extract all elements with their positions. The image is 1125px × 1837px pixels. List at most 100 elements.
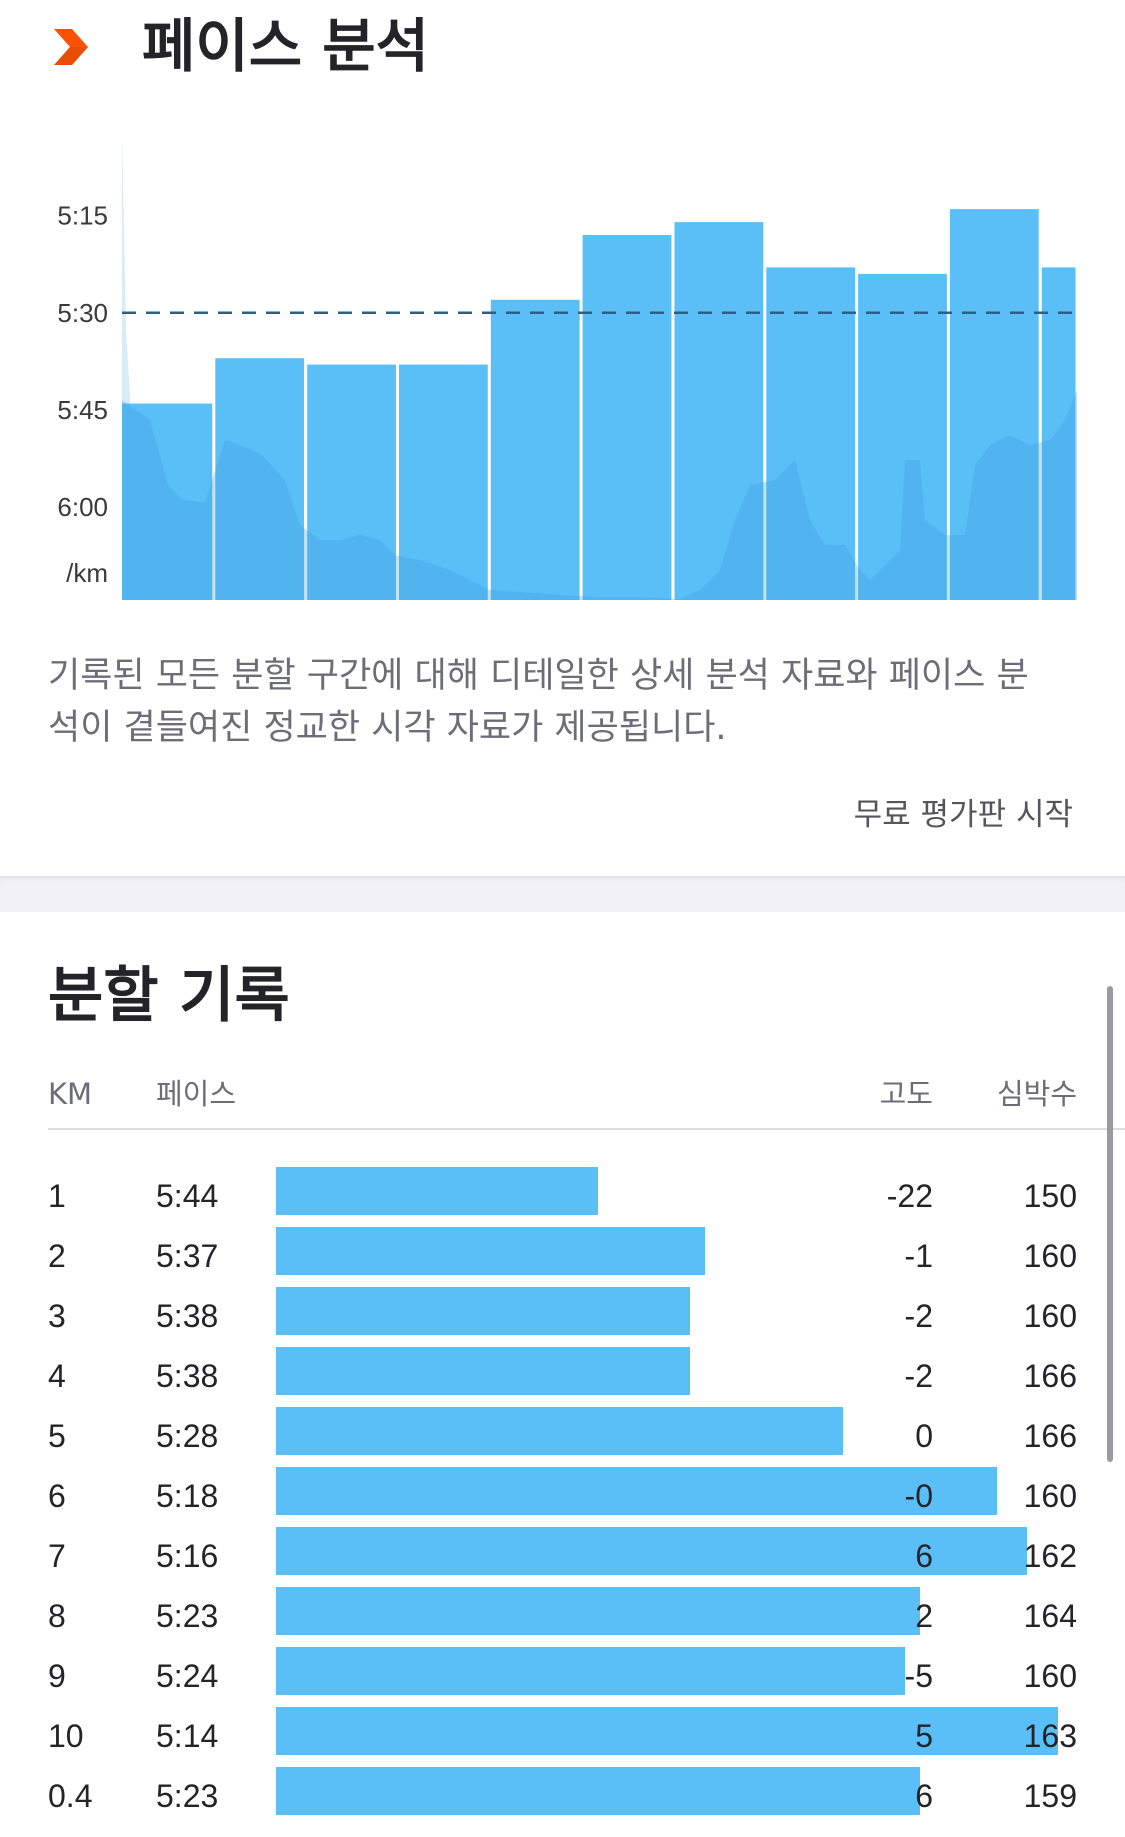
split-km: 9 (48, 1658, 66, 1694)
split-km: 2 (48, 1238, 66, 1274)
split-heart-rate: 160 (1023, 1478, 1077, 1514)
split-pace-bar (276, 1647, 905, 1695)
split-elevation: 6 (915, 1778, 933, 1814)
table-row: 6 5:18 -0 160 (0, 1430, 1125, 1515)
table-row: 5 5:28 0 166 (0, 1370, 1125, 1455)
split-km: 0.4 (48, 1778, 93, 1814)
split-pace: 5:38 (156, 1298, 219, 1334)
split-elevation: 5 (915, 1718, 933, 1754)
split-pace-bar (276, 1167, 598, 1215)
chart-bar-km-8 (766, 267, 856, 600)
chart-bar-km-10 (949, 209, 1039, 600)
split-pace-bar (276, 1287, 690, 1335)
pace-analysis-description: 기록된 모든 분할 구간에 대해 디테일한 상세 분석 자료와 페이스 분석이 … (48, 656, 1029, 748)
split-pace-bar (276, 1587, 920, 1635)
split-km: 1 (48, 1178, 66, 1214)
splits-header-divider (48, 1128, 1125, 1130)
pace-analysis-header: 페이스 분석 (0, 0, 1125, 100)
chart-start-spike (122, 130, 140, 600)
splits-title: 분할 기록 (48, 961, 290, 1031)
split-pace-bar (276, 1227, 705, 1275)
split-elevation: 0 (915, 1418, 933, 1454)
chart-bar-km-6 (582, 235, 672, 600)
split-elevation: -1 (904, 1238, 933, 1274)
split-km: 8 (48, 1598, 66, 1634)
table-row: 7 5:16 6 162 (0, 1490, 1125, 1575)
page-scrollbar[interactable] (1107, 986, 1113, 1462)
split-km: 5 (48, 1418, 66, 1454)
split-pace: 5:18 (156, 1478, 219, 1514)
split-heart-rate: 150 (1023, 1178, 1077, 1214)
chart-bar-km-9 (858, 273, 947, 600)
split-heart-rate: 166 (1023, 1418, 1077, 1454)
split-heart-rate: 160 (1023, 1658, 1077, 1694)
split-pace-bar (276, 1707, 1058, 1755)
split-elevation: -5 (904, 1658, 933, 1694)
split-km: 10 (48, 1718, 84, 1754)
split-pace-bar (276, 1407, 843, 1455)
split-elevation: 6 (915, 1538, 933, 1574)
double-chevron-icon (54, 29, 88, 65)
y-axis-unit-label: /km (66, 558, 108, 588)
chart-heart-rate-overlay (122, 390, 1077, 600)
y-tick-label: 5:15 (57, 201, 108, 231)
chart-bar-km-4 (399, 364, 488, 600)
table-row: 10 5:14 5 163 (0, 1670, 1125, 1755)
split-elevation: -2 (904, 1298, 933, 1334)
chart-bar-km-5 (490, 299, 580, 600)
table-row: 0.4 5:23 6 159 (0, 1730, 1125, 1815)
split-pace-bar (276, 1467, 997, 1515)
chart-y-axis-ticks: 5:15 5:30 5:45 6:00/km (57, 201, 108, 588)
split-km: 7 (48, 1538, 66, 1574)
section-divider (0, 876, 1125, 912)
split-heart-rate: 166 (1023, 1358, 1077, 1394)
splits-table-header: KM 페이스 고도 심박수 (0, 1072, 1125, 1128)
split-pace: 5:44 (156, 1178, 219, 1214)
column-header-pace: 페이스 (156, 1077, 237, 1111)
column-header-km: KM (48, 1077, 93, 1111)
y-tick-label: 5:30 (57, 298, 108, 328)
chart-bar-km-3 (307, 364, 396, 600)
y-tick-label: 6:00 (57, 492, 108, 522)
split-elevation: -2 (904, 1358, 933, 1394)
chart-bar-km-7 (674, 222, 764, 600)
split-heart-rate: 163 (1023, 1718, 1077, 1754)
y-tick-label: 5:45 (57, 395, 108, 425)
table-row: 2 5:37 -1 160 (0, 1190, 1125, 1275)
pace-analysis-title: 페이스 분석 (142, 12, 429, 80)
split-pace-bar (276, 1347, 690, 1395)
split-elevation: 2 (915, 1598, 933, 1634)
pace-chart: 5:15 5:30 5:45 6:00/km (57, 130, 1077, 600)
split-pace: 5:23 (156, 1778, 219, 1814)
split-pace-bar (276, 1527, 1027, 1575)
split-heart-rate: 159 (1023, 1778, 1077, 1814)
chart-overlay-profile (122, 390, 1077, 600)
split-km: 3 (48, 1298, 66, 1334)
table-row: 8 5:23 2 164 (0, 1550, 1125, 1635)
start-free-trial-link[interactable]: 무료 평가판 시작 (853, 797, 1073, 833)
column-header-heart-rate: 심박수 (996, 1077, 1077, 1111)
chart-bars (122, 209, 1076, 600)
split-pace: 5:28 (156, 1418, 219, 1454)
split-heart-rate: 162 (1023, 1538, 1077, 1574)
split-pace: 5:23 (156, 1598, 219, 1634)
table-row: 4 5:38 -2 166 (0, 1310, 1125, 1395)
split-heart-rate: 160 (1023, 1298, 1077, 1334)
split-pace: 5:37 (156, 1238, 219, 1274)
chart-bar-km-0.4 (1041, 267, 1076, 600)
split-elevation: -0 (904, 1478, 933, 1514)
split-heart-rate: 164 (1023, 1598, 1077, 1634)
table-row: 9 5:24 -5 160 (0, 1610, 1125, 1695)
split-km: 4 (48, 1358, 66, 1394)
split-pace: 5:24 (156, 1658, 219, 1694)
split-pace: 5:14 (156, 1718, 219, 1754)
split-elevation: -22 (886, 1178, 933, 1214)
split-heart-rate: 160 (1023, 1238, 1077, 1274)
chart-background-profile (122, 130, 140, 600)
split-pace-bar (276, 1767, 920, 1815)
chart-bar-km-2 (215, 358, 305, 600)
table-row: 3 5:38 -2 160 (0, 1250, 1125, 1335)
split-pace: 5:16 (156, 1538, 219, 1574)
splits-table-body: 1 5:44 -22 150 2 5:37 -1 160 3 5:38 -2 1… (0, 1130, 1125, 1815)
